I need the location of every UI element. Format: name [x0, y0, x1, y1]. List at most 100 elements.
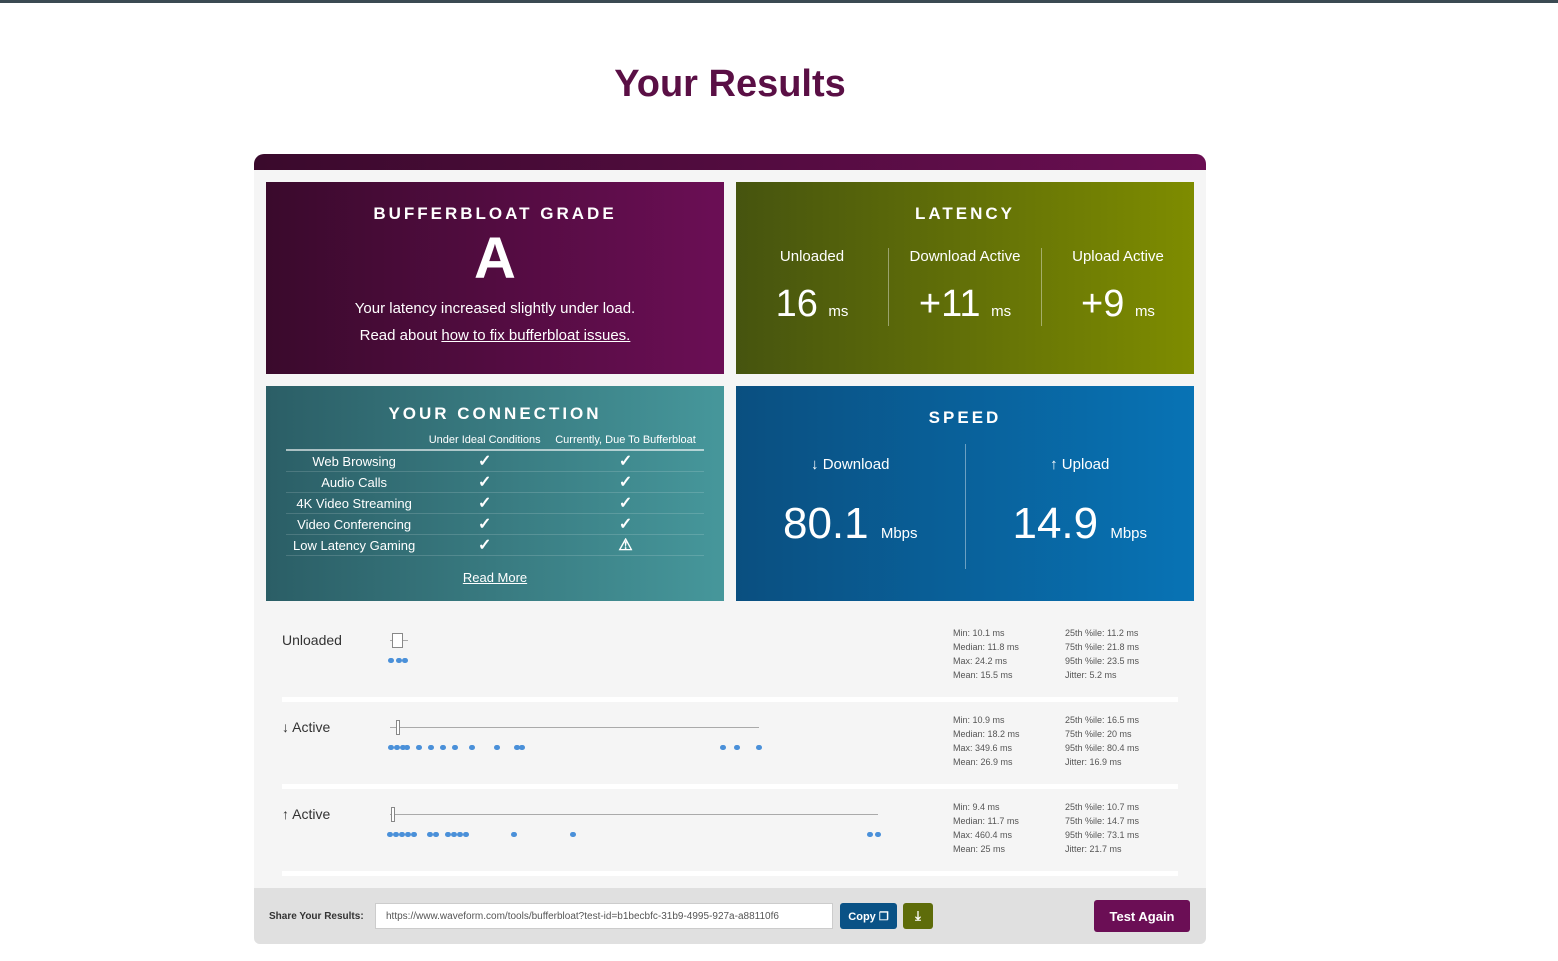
stat-value: Mean: 25 ms — [953, 844, 1006, 854]
stat-value: 25th %ile: 16.5 ms — [1065, 715, 1140, 725]
ideal-status-icon: ✓ — [422, 471, 548, 493]
sample-dot — [469, 745, 475, 750]
read-more-link[interactable]: Read More — [462, 570, 528, 585]
sample-dot — [734, 745, 740, 750]
stat-value: Mean: 26.9 ms — [953, 757, 1013, 767]
grade-heading: BUFFERBLOAT GRADE — [373, 204, 617, 223]
download-unit: Mbps — [880, 525, 918, 542]
connection-table: Under Ideal Conditions Currently, Due To … — [286, 434, 704, 556]
sample-dot — [570, 832, 576, 837]
stat-value: Min: 9.4 ms — [953, 802, 1000, 812]
current-status-icon: ✓ — [547, 492, 704, 514]
latency-upload-active: Upload Active +9 ms — [1042, 248, 1194, 326]
sample-dot — [416, 745, 422, 750]
latency-unit: ms — [1134, 303, 1155, 320]
connection-panel: YOUR CONNECTION Under Ideal Conditions Cu… — [266, 386, 724, 601]
activity-name: Audio Calls — [286, 471, 423, 493]
share-footer: Share Your Results: https://www.waveform… — [254, 888, 1206, 944]
speed-upload: ↑ Upload 14.9 Mbps — [966, 444, 1195, 569]
speed-heading: SPEED — [928, 408, 1002, 427]
activity-name: Low Latency Gaming — [286, 534, 423, 556]
stat-label: Unloaded — [282, 632, 342, 648]
box-plot — [391, 807, 395, 822]
bufferbloat-grade-panel: BUFFERBLOAT GRADE A Your latency increas… — [266, 182, 724, 374]
current-status-icon: ✓ — [547, 450, 704, 472]
latency-unit: ms — [828, 303, 849, 320]
sample-dot — [756, 745, 762, 750]
download-button[interactable]: ⤓ — [903, 903, 933, 929]
activity-name: 4K Video Streaming — [286, 492, 423, 514]
test-again-button[interactable]: Test Again — [1094, 900, 1190, 932]
sample-dot — [405, 832, 411, 837]
stat-value: 25th %ile: 11.2 ms — [1065, 628, 1139, 638]
stat-value: Median: 18.2 ms — [953, 729, 1020, 739]
ideal-status-icon: ✓ — [422, 534, 548, 556]
connection-row: Web Browsing ✓ ✓ — [286, 450, 704, 472]
latency-stat-row: ↑ Active Min: 9.4 ms 25th %ile: 10.7 ms Med… — [282, 790, 1178, 876]
stat-value: 25th %ile: 10.7 ms — [1065, 802, 1140, 812]
latency-unloaded: Unloaded 16 ms — [736, 248, 889, 326]
stat-value: Jitter: 5.2 ms — [1065, 670, 1117, 680]
stat-value: Max: 349.6 ms — [953, 743, 1013, 753]
latency-value: 16 — [775, 283, 818, 325]
col-current: Currently, Due To Bufferbloat — [547, 434, 704, 451]
sample-dot — [452, 745, 458, 750]
latency-heading: LATENCY — [914, 204, 1015, 223]
connection-row: 4K Video Streaming ✓ ✓ — [286, 492, 704, 514]
page-title: Your Results — [614, 63, 846, 105]
sample-dot — [720, 745, 726, 750]
stat-value: Jitter: 21.7 ms — [1065, 844, 1122, 854]
sample-dot — [445, 832, 451, 837]
sample-dot — [463, 832, 469, 837]
connection-row: Audio Calls ✓ ✓ — [286, 471, 704, 493]
connection-row: Video Conferencing ✓ ✓ — [286, 513, 704, 535]
stat-value: 75th %ile: 14.7 ms — [1065, 816, 1140, 826]
sample-dot — [400, 745, 406, 750]
sample-dot — [457, 832, 463, 837]
sample-dot — [451, 832, 457, 837]
sample-dot — [396, 658, 402, 663]
whisker-line — [390, 727, 759, 728]
sample-dot — [387, 832, 393, 837]
stat-value: Min: 10.1 ms — [953, 628, 1005, 638]
stat-value: Jitter: 16.9 ms — [1065, 757, 1122, 767]
stat-value: Median: 11.8 ms — [953, 642, 1019, 652]
read-about-text: Read about — [359, 327, 442, 344]
upload-value: 14.9 — [1012, 499, 1099, 548]
activity-name: Web Browsing — [286, 450, 423, 472]
sample-dot — [511, 832, 517, 837]
stat-value: 75th %ile: 21.8 ms — [1065, 642, 1140, 652]
ideal-status-icon: ✓ — [422, 513, 548, 535]
latency-label: Upload Active — [1072, 248, 1164, 265]
current-status-icon: ✓ — [547, 471, 704, 493]
latency-stat-row: ↓ Active Min: 10.9 ms 25th %ile: 16.5 ms Me… — [282, 703, 1178, 789]
stat-label: ↑ Active — [282, 806, 331, 822]
sample-dot — [388, 745, 394, 750]
current-status-icon: ⚠ — [547, 534, 704, 556]
speed-download: ↓ Download 80.1 Mbps — [736, 444, 966, 569]
fix-bufferbloat-link[interactable]: how to fix bufferbloat issues. — [441, 327, 631, 344]
sample-dot — [399, 832, 405, 837]
stat-label: ↓ Active — [282, 719, 331, 735]
sample-dot — [867, 832, 873, 837]
latency-label: Download Active — [909, 248, 1021, 265]
sample-dot — [402, 658, 408, 663]
download-icon: ⤓ — [915, 908, 921, 923]
sample-dot — [514, 745, 520, 750]
download-value: 80.1 — [782, 499, 869, 548]
latency-unit: ms — [991, 303, 1012, 320]
latency-stat-row: Unloaded Min: 10.1 ms 25th %ile: 11.2 ms Me… — [282, 616, 1178, 702]
copy-button[interactable]: Copy ❐ — [840, 903, 897, 929]
stat-value: Median: 11.7 ms — [953, 816, 1019, 826]
copy-icon: ❐ — [878, 911, 889, 923]
ideal-status-icon: ✓ — [422, 492, 548, 514]
sample-dot — [494, 745, 500, 750]
download-label: ↓ Download — [811, 456, 890, 473]
grade-message: Your latency increased slightly under lo… — [354, 300, 636, 317]
latency-download-active: Download Active +11 ms — [889, 248, 1042, 326]
latency-value: +9 — [1081, 283, 1125, 325]
sample-dot — [404, 745, 410, 750]
stat-value: 95th %ile: 23.5 ms — [1065, 656, 1140, 666]
sample-dot — [427, 832, 433, 837]
share-url-input[interactable]: https://www.waveform.com/tools/bufferblo… — [375, 903, 833, 929]
